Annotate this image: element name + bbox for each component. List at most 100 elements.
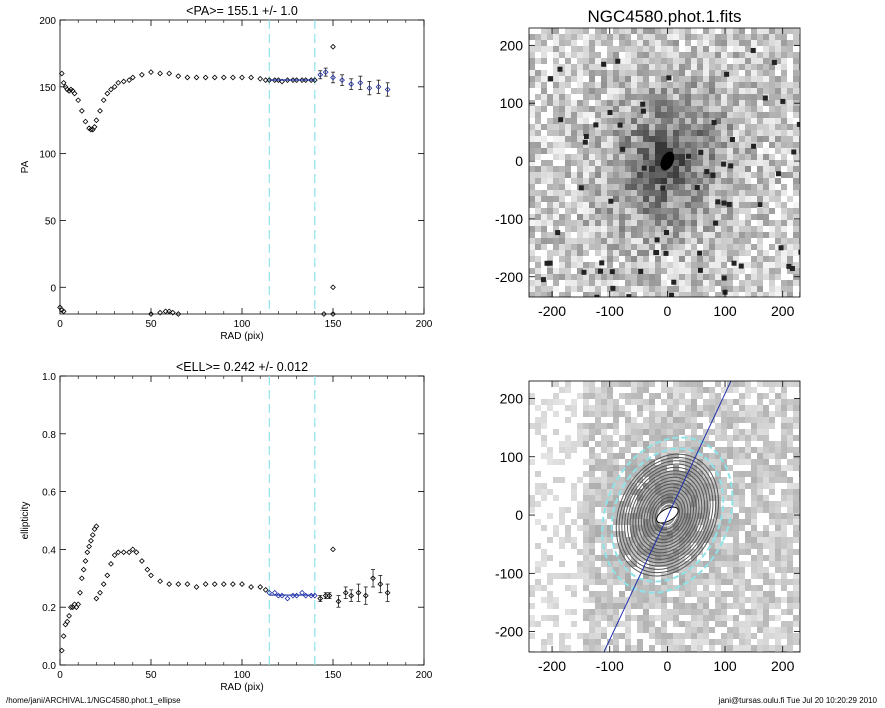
pixel	[607, 124, 613, 130]
pixel	[625, 184, 631, 190]
pixel	[745, 262, 751, 268]
pixel	[787, 519, 793, 525]
pixel	[715, 639, 721, 645]
pixel	[775, 124, 781, 130]
pixel	[757, 399, 763, 405]
pixel	[601, 202, 607, 208]
pixel	[649, 88, 655, 94]
pixel	[745, 459, 751, 465]
x-tick-label: -200	[538, 658, 566, 674]
pixel	[709, 244, 715, 250]
pixel	[613, 82, 619, 88]
pixel	[763, 591, 769, 597]
y-tick-label: 0.0	[42, 661, 56, 672]
pixel	[751, 160, 757, 166]
pixel	[667, 220, 673, 226]
pixel	[685, 40, 691, 46]
pixel	[733, 268, 739, 274]
pixel	[679, 441, 685, 447]
pixel	[793, 136, 799, 142]
pixel	[721, 154, 727, 160]
pixel	[703, 28, 709, 34]
pixel	[595, 70, 601, 76]
pixel	[685, 423, 691, 429]
pixel	[655, 268, 661, 274]
star-pixel	[601, 61, 607, 67]
star-pixel	[610, 285, 616, 291]
pixel	[751, 423, 757, 429]
pixel	[637, 142, 643, 148]
pixel	[565, 417, 571, 423]
pixel	[691, 208, 697, 214]
data-point	[299, 589, 305, 596]
pixel	[697, 549, 703, 555]
pixel	[547, 184, 553, 190]
pixel	[595, 94, 601, 100]
pixel	[655, 28, 661, 34]
pixel	[655, 292, 661, 297]
pixel	[607, 513, 613, 519]
data-point	[330, 311, 336, 317]
pixel	[709, 130, 715, 136]
pixel	[715, 118, 721, 124]
pixel	[619, 196, 625, 202]
pixel	[583, 100, 589, 106]
pixel	[577, 238, 583, 244]
pixel	[745, 238, 751, 244]
pixel	[691, 609, 697, 615]
pixel	[709, 190, 715, 196]
data-point	[184, 74, 191, 81]
y-tick-label: 200	[500, 390, 524, 406]
pixel	[691, 262, 697, 268]
pixel	[577, 501, 583, 507]
pixel	[631, 64, 637, 70]
pixel	[577, 573, 583, 579]
pixel	[625, 262, 631, 268]
pixel	[715, 621, 721, 627]
pixel	[709, 387, 715, 393]
pixel	[745, 124, 751, 130]
pixel	[577, 423, 583, 429]
pixel	[667, 567, 673, 573]
pixel	[649, 537, 655, 543]
pixel	[751, 124, 757, 130]
pixel	[583, 202, 589, 208]
pixel	[619, 34, 625, 40]
pixel	[631, 435, 637, 441]
pixel	[601, 459, 607, 465]
pixel	[643, 609, 649, 615]
pixel	[703, 411, 709, 417]
pixel	[649, 52, 655, 58]
pixel	[709, 549, 715, 555]
pixel	[781, 633, 787, 639]
pixel	[691, 244, 697, 250]
pixel	[763, 435, 769, 441]
data-point	[317, 595, 324, 602]
pixel	[643, 202, 649, 208]
pixel	[595, 232, 601, 238]
pixel	[661, 124, 667, 130]
pixel	[529, 232, 535, 238]
pixel	[643, 543, 649, 549]
pixel	[745, 178, 751, 184]
pixel	[547, 232, 553, 238]
pixel	[577, 112, 583, 118]
pixel	[685, 28, 691, 34]
pixel	[799, 214, 800, 220]
pixel	[793, 501, 799, 507]
pixel	[553, 381, 559, 387]
pixel	[637, 262, 643, 268]
pixel	[787, 124, 793, 130]
pixel	[595, 597, 601, 603]
pixel	[607, 399, 613, 405]
pixel	[679, 136, 685, 142]
pixel	[601, 483, 607, 489]
pixel	[607, 160, 613, 166]
pixel	[583, 423, 589, 429]
pixel	[751, 513, 757, 519]
pixel	[787, 555, 793, 561]
pixel	[589, 483, 595, 489]
pixel	[697, 561, 703, 567]
pixel	[553, 178, 559, 184]
pixel	[721, 525, 727, 531]
